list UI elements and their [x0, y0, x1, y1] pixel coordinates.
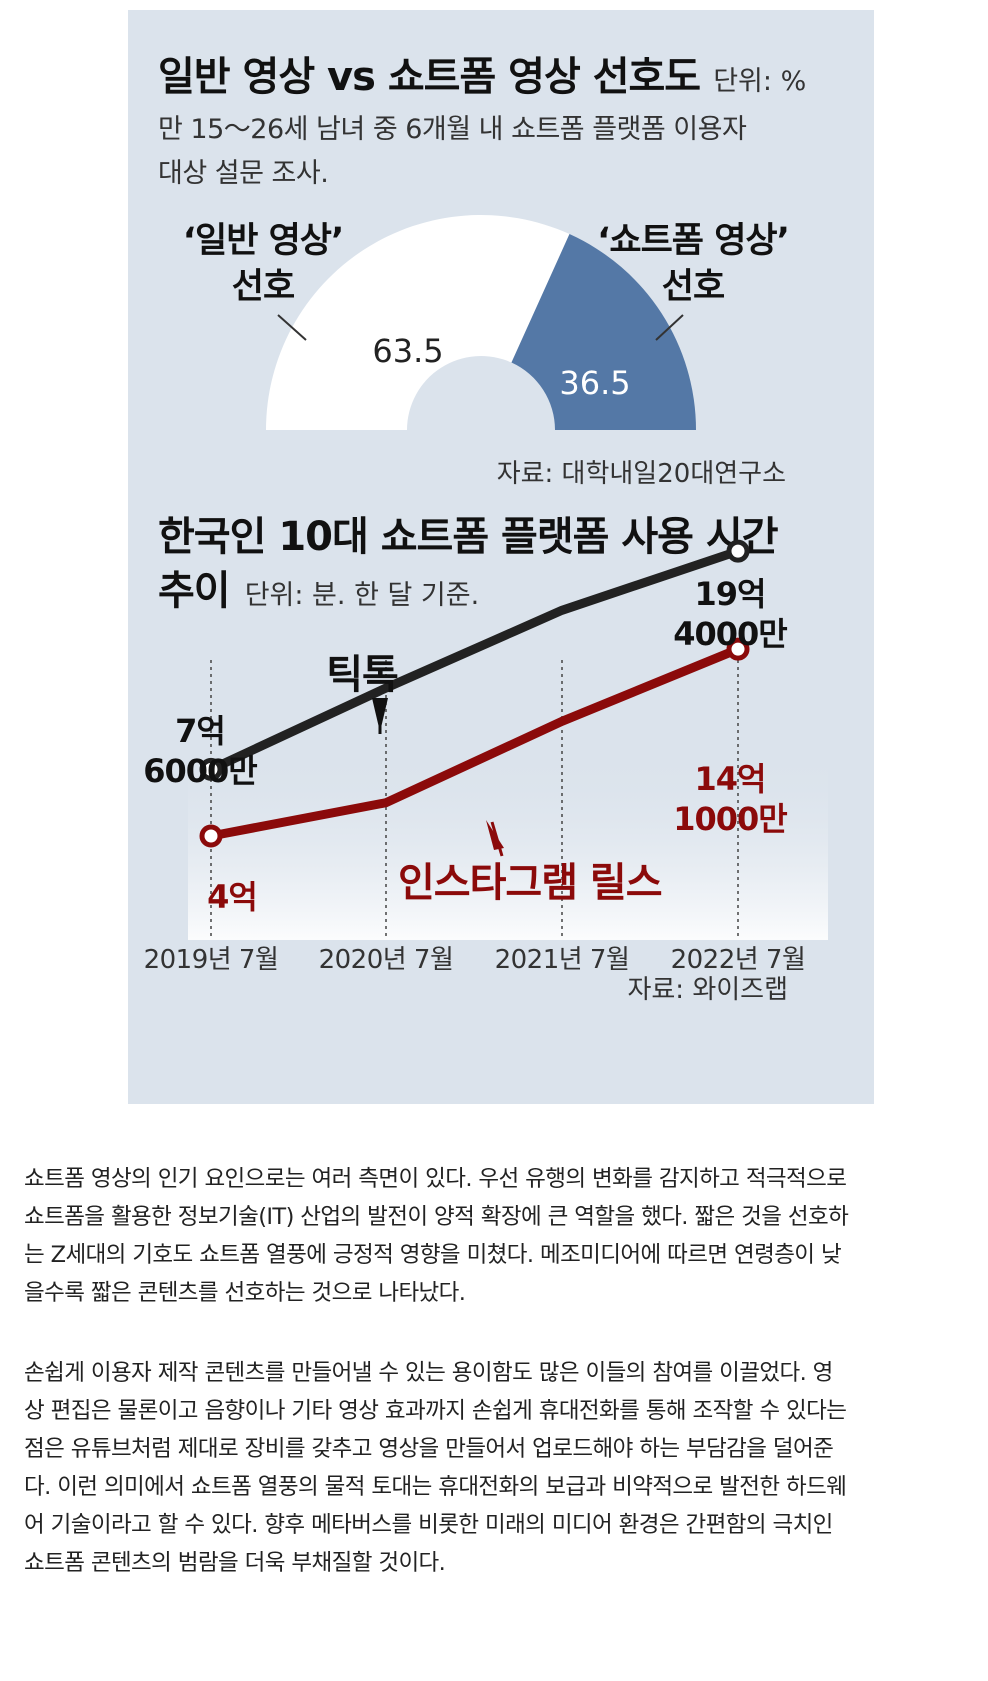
article-line: 손쉽게 이용자 제작 콘텐츠를 만들어낼 수 있는 용이함도 많은 이들의 참여… [24, 1360, 833, 1386]
annot-reels-end-1: 14억 [695, 760, 766, 798]
annot-reels-end-2: 1000만 [673, 800, 787, 838]
infographic-svg: 일반 영상 vs 쇼트폼 영상 선호도 단위: % 만 15～26세 남녀 중 … [143, 54, 828, 1005]
pie-slice-shorts [511, 234, 696, 430]
slice-label-shorts-2: 선호 [662, 267, 725, 307]
slice-leader-shorts [655, 314, 684, 341]
annot-tiktok-start-1: 7억 [175, 712, 225, 750]
annot-tiktok-start-2: 6000만 [143, 752, 257, 790]
article-line: 점은 유튜브처럼 제대로 장비를 갖추고 영상을 만들어서 업로드해야 하는 부… [24, 1436, 834, 1462]
article-line: 쇼트폼 영상의 인기 요인으로는 여러 측면이 있다. 우선 유행의 변화를 감… [24, 1166, 847, 1192]
article-line: 을수록 짧은 콘텐츠를 선호하는 것으로 나타났다. [24, 1280, 466, 1306]
data-point-reels-3 [726, 637, 750, 661]
chart1-subtitle-2: 대상 설문 조사. [158, 158, 328, 189]
chart1-title-line: 일반 영상 vs 쇼트폼 영상 선호도 단위: % [158, 54, 806, 100]
article-paragraph: 쇼트폼 영상의 인기 요인으로는 여러 측면이 있다. 우선 유행의 변화를 감… [24, 1160, 984, 1312]
x-tick-label-1: 2020년 7월 [319, 945, 454, 975]
article-line: 다. 이런 의미에서 쇼트폼 열풍의 물적 토대는 휴대전화의 보급과 비약적으… [24, 1474, 847, 1500]
slice-label-general-1: ‘일반 영상’ [183, 221, 344, 261]
x-tick-label-3: 2022년 7월 [671, 945, 806, 975]
article-line: 쇼트폼 콘텐츠의 범람을 더욱 부채질할 것이다. [24, 1550, 446, 1576]
data-point-reels-0 [199, 824, 223, 848]
series-line-reels [210, 644, 740, 841]
chart2-unit: 단위: 분. 한 달 기준. [245, 580, 479, 611]
chart1-title: 일반 영상 vs 쇼트폼 영상 선호도 [158, 54, 700, 100]
chart1-subtitle-1: 만 15～26세 남녀 중 6개월 내 쇼트폼 플랫폼 이용자 [158, 114, 747, 145]
series-label-reels: 인스타그램 릴스 [398, 860, 662, 906]
pie-slice-general [266, 215, 570, 430]
article-line: 쇼트폼을 활용한 정보기술(IT) 산업의 발전이 양적 확장에 큰 역할을 했… [24, 1204, 849, 1230]
series-line-tiktok [209, 546, 740, 774]
slice-leader-general [277, 314, 307, 341]
data-points [199, 539, 750, 848]
chart2-source: 자료: 와이즈랩 [627, 975, 788, 1005]
chart2-title-1: 한국인 10대 쇼트폼 플랫폼 사용 시간 [158, 514, 779, 560]
data-point-tiktok-3 [726, 539, 750, 563]
article-line: 는 Z세대의 기호도 쇼트폼 열풍에 긍정적 영향을 미쳤다. 메조미디어에 따… [24, 1242, 842, 1268]
x-tick-label-0: 2019년 7월 [144, 945, 279, 975]
article-paragraph: 손쉽게 이용자 제작 콘텐츠를 만들어낼 수 있는 용이함도 많은 이들의 참여… [24, 1354, 984, 1582]
infographic-panel: 일반 영상 vs 쇼트폼 영상 선호도 단위: % 만 15～26세 남녀 중 … [128, 10, 874, 1104]
slice-label-general-2: 선호 [232, 267, 295, 307]
series-label-tiktok: 틱톡 [326, 652, 398, 698]
x-tick-label-2: 2021년 7월 [495, 945, 630, 975]
chart2-title-line-2: 추이 단위: 분. 한 달 기준. [158, 568, 479, 614]
data-point-tiktok-0 [199, 757, 223, 781]
annot-reels-start: 4억 [207, 878, 257, 916]
article-body: 쇼트폼 영상의 인기 요인으로는 여러 측면이 있다. 우선 유행의 변화를 감… [24, 1160, 984, 1624]
slice-value-shorts: 36.5 [559, 364, 630, 402]
slice-label-shorts-1: ‘쇼트폼 영상’ [597, 221, 789, 261]
article-line: 상 편집은 물론이고 음향이나 기타 영상 효과까지 손쉽게 휴대전화를 통해 … [24, 1398, 847, 1424]
annot-tiktok-end-1: 19억 [695, 575, 766, 613]
x-axis-ticks: 2019년 7월 2020년 7월 2021년 7월 2022년 7월 [144, 945, 806, 975]
chart1-source: 자료: 대학내일20대연구소 [497, 459, 786, 489]
gridlines [210, 660, 739, 938]
chart2-title-2: 추이 [158, 568, 230, 614]
annot-tiktok-end-2: 4000만 [673, 615, 787, 653]
half-donut [266, 215, 696, 430]
chart1-unit: 단위: % [713, 66, 806, 97]
article-line: 어 기술이라고 할 수 있다. 향후 메타버스를 비롯한 미래의 미디어 환경은… [24, 1512, 833, 1538]
slice-value-general: 63.5 [372, 332, 443, 370]
plot-background [188, 750, 828, 940]
reels-pointer-stem [490, 821, 504, 857]
